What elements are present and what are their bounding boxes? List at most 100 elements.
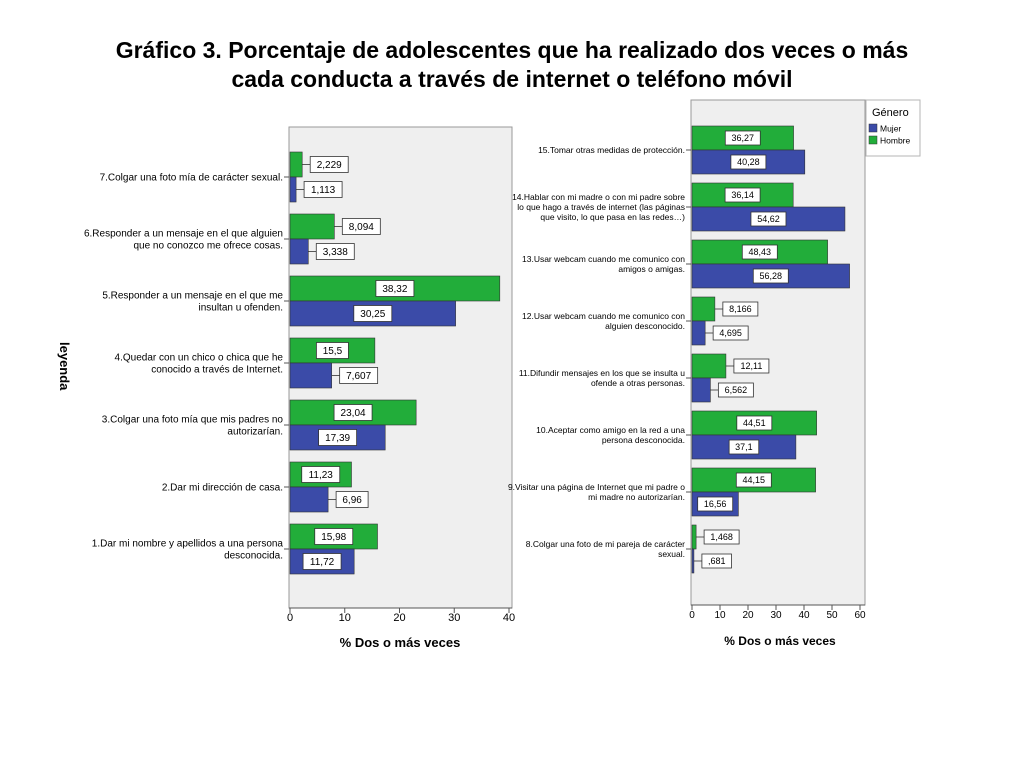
value-label-box (730, 154, 767, 170)
category-label: lo que hago a través de internet (las pá… (517, 202, 685, 212)
value-label: 36,14 (731, 190, 754, 200)
bar-hombre (691, 296, 716, 322)
value-label-box (712, 325, 749, 341)
value-label: 11,23 (309, 470, 334, 481)
category-label: 1.Dar mi nombre y apellidos a una person… (92, 539, 284, 550)
value-label-box (717, 382, 754, 398)
category-label: insultan u ofenden. (198, 303, 283, 314)
bar-hombre (691, 524, 697, 550)
value-label-box (735, 472, 772, 488)
value-label-box (736, 415, 773, 431)
value-label-box (339, 367, 379, 384)
bar-mujer (691, 548, 695, 574)
value-label-box (752, 268, 789, 284)
value-label-box (375, 280, 415, 297)
value-label-box (697, 496, 734, 512)
category-label: 13.Usar webcam cuando me comunico con (522, 254, 685, 264)
value-label: 4,695 (719, 328, 742, 338)
value-label: 1,113 (311, 185, 336, 196)
x-tick-label: 60 (854, 610, 866, 621)
category-label: 4.Quedar con un chico o chica que he (115, 353, 284, 364)
value-label: 3,338 (323, 247, 348, 258)
x-tick-label: 0 (689, 610, 695, 621)
value-label-box (341, 218, 381, 235)
x-axis-title: % Dos o más veces (340, 635, 461, 650)
x-tick-label: 10 (714, 610, 726, 621)
chart-title-line-2: cada conducta a través de internet o tel… (231, 66, 793, 92)
value-label-box (333, 404, 373, 421)
value-label: 54,62 (757, 214, 780, 224)
bar-mujer (289, 486, 329, 513)
x-tick-label: 30 (770, 610, 782, 621)
value-label: 38,32 (382, 284, 407, 295)
value-label-box (309, 156, 349, 173)
category-label: persona desconocida. (602, 435, 685, 445)
category-label: 8.Colgar una foto de mi pareja de caráct… (526, 539, 685, 549)
category-label: 12.Usar webcam cuando me comunico con (522, 311, 685, 321)
chart-panel-left: 0 10 20 30 40 % Dos o más veces 2,229 1,113 7.Co… (84, 126, 515, 650)
value-label: 2,229 (317, 160, 342, 171)
x-tick-label: 40 (798, 610, 810, 621)
category-label: 6.Responder a un mensaje en el que algui… (84, 229, 283, 240)
category-label: 9.Visitar una página de Internet que mi … (508, 482, 685, 492)
category-label: 10.Aceptar como amigo en la red a una (536, 425, 685, 435)
chart-panel-right: 0 10 20 30 40 50 60 % Dos o más veces 36,27 40,28… (508, 99, 866, 648)
value-label-box (314, 528, 354, 545)
category-label: 11.Difundir mensajes en los que se insul… (519, 368, 685, 378)
chart-title-line-1: Gráfico 3. Porcentaje de adolescentes qu… (115, 37, 909, 63)
category-label: 15.Tomar otras medidas de protección. (538, 145, 685, 155)
value-label-box (728, 439, 760, 455)
category-label: que visito, lo que pasa en las redes…) (540, 212, 685, 222)
value-label: 8,094 (349, 222, 374, 233)
category-label: 14.Hablar con mi madre o con mi padre so… (512, 192, 685, 202)
legend: Género Mujer Hombre (865, 99, 921, 157)
plot-background (690, 99, 866, 606)
category-label: sexual. (658, 549, 685, 559)
x-tick-label: 0 (287, 612, 293, 624)
legend-title: Género (872, 107, 909, 119)
value-label: 15,98 (321, 532, 346, 543)
value-label: 12,11 (740, 361, 762, 371)
category-label: 7.Colgar una foto mía de carácter sexual… (100, 173, 283, 184)
value-label-box (315, 243, 355, 260)
value-label-box (318, 429, 358, 446)
stray-rotated-label: leyenda (57, 342, 72, 391)
value-label: 15,5 (323, 346, 343, 357)
value-label: 30,25 (360, 309, 385, 320)
value-label: 48,43 (749, 247, 772, 257)
value-label: 16,56 (704, 499, 727, 509)
x-tick-label: 40 (503, 612, 515, 624)
value-label-box (703, 529, 740, 545)
value-label-box (701, 553, 732, 569)
x-tick-label: 50 (826, 610, 838, 621)
bar-mujer (691, 377, 711, 403)
value-label: 8,166 (729, 304, 752, 314)
x-tick-label: 10 (339, 612, 351, 624)
category-label: 2.Dar mi dirección de casa. (162, 483, 283, 494)
value-label-box (335, 491, 369, 508)
category-label: desconocida. (224, 551, 283, 562)
value-label: 1,468 (710, 532, 733, 542)
value-label-box (722, 301, 759, 317)
category-label: alguien desconocido. (605, 321, 685, 331)
category-label: mi madre no autorizarían. (588, 492, 685, 502)
value-label: 56,28 (760, 271, 783, 281)
value-label: 23,04 (341, 408, 366, 419)
value-label: 40,28 (737, 157, 760, 167)
bar-mujer (289, 362, 332, 389)
bar-hombre (691, 353, 727, 379)
value-label: 6,562 (725, 385, 748, 395)
value-label-box (733, 358, 770, 374)
value-label: 7,607 (346, 371, 371, 382)
bar-mujer (289, 238, 309, 265)
value-label: 6,96 (342, 495, 362, 506)
bar-mujer (691, 320, 706, 346)
legend-label-mujer: Mujer (880, 124, 901, 134)
value-label-box (750, 211, 787, 227)
value-label-box (301, 466, 341, 483)
value-label: ,681 (708, 556, 726, 566)
category-label: que no conozco me ofrece cosas. (133, 241, 283, 252)
legend-swatch-mujer (868, 123, 878, 133)
category-label: amigos o amigas. (618, 264, 685, 274)
value-label-box (316, 342, 349, 359)
